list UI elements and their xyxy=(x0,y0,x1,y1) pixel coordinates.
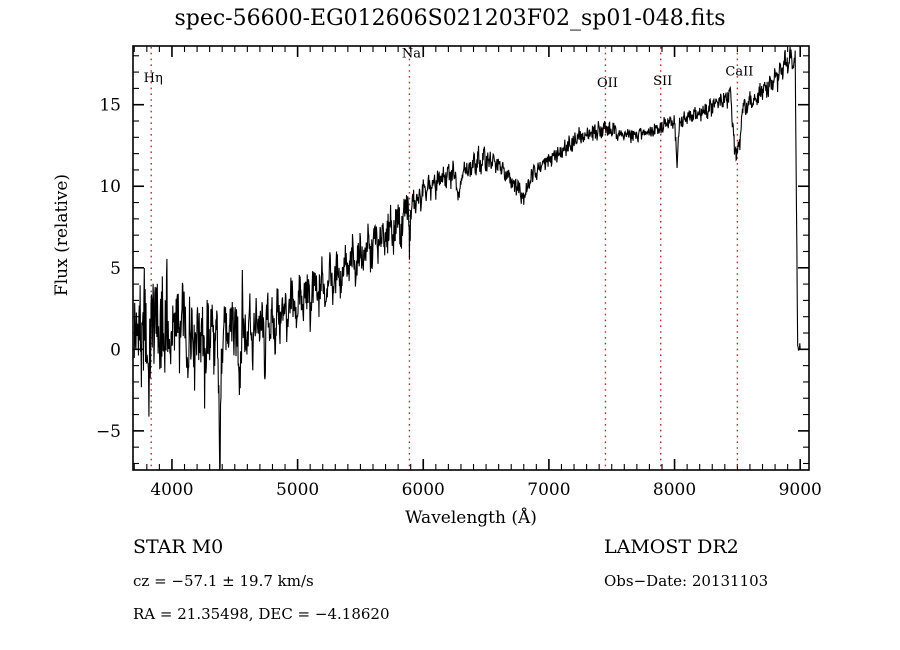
spectral-line-labels: Hη Na OII SII CaII xyxy=(144,46,754,90)
spectral-line-label: SII xyxy=(653,74,672,89)
survey-label: LAMOST DR2 xyxy=(604,536,739,558)
x-axis-ticks xyxy=(133,46,802,470)
redshift-velocity-label: cz = −57.1 ± 19.7 km/s xyxy=(133,572,314,590)
y-axis-ticks xyxy=(133,55,809,465)
spectral-line-label: Na xyxy=(402,46,421,61)
spectral-line-label: CaII xyxy=(725,64,753,79)
y-axis-tick-labels: −5 0 5 10 15 xyxy=(96,96,121,442)
metadata-footer: STAR M0 cz = −57.1 ± 19.7 km/s RA = 21.3… xyxy=(0,528,900,650)
x-tick-label: 4000 xyxy=(150,480,193,500)
x-tick-label: 6000 xyxy=(402,480,445,500)
observation-date-label: Obs−Date: 20131103 xyxy=(604,572,769,590)
x-tick-label: 9000 xyxy=(779,480,822,500)
coordinates-label: RA = 21.35498, DEC = −4.18620 xyxy=(133,605,390,623)
x-tick-label: 5000 xyxy=(276,480,319,500)
x-axis-title: Wavelength (Å) xyxy=(405,508,537,528)
x-tick-label: 7000 xyxy=(527,480,570,500)
spectral-line-markers xyxy=(150,47,739,469)
x-axis-tick-labels: 4000 5000 6000 7000 8000 9000 xyxy=(150,480,822,500)
axes-frame xyxy=(132,45,810,471)
spectrum-trace xyxy=(133,46,801,471)
y-tick-label: 15 xyxy=(99,96,121,116)
spectral-line-label: Hη xyxy=(144,71,163,86)
y-tick-label: 10 xyxy=(99,177,121,197)
y-axis-title: Flux (relative) xyxy=(52,173,72,297)
page-title: spec-56600-EG012606S021203F02_sp01-048.f… xyxy=(174,6,726,31)
y-tick-label: −5 xyxy=(96,422,121,442)
x-tick-label: 8000 xyxy=(653,480,696,500)
object-class-label: STAR M0 xyxy=(133,536,224,558)
spectral-line-label: OII xyxy=(597,76,618,91)
y-tick-label: 0 xyxy=(110,340,121,360)
y-tick-label: 5 xyxy=(110,259,121,279)
plot-frame xyxy=(132,45,810,471)
